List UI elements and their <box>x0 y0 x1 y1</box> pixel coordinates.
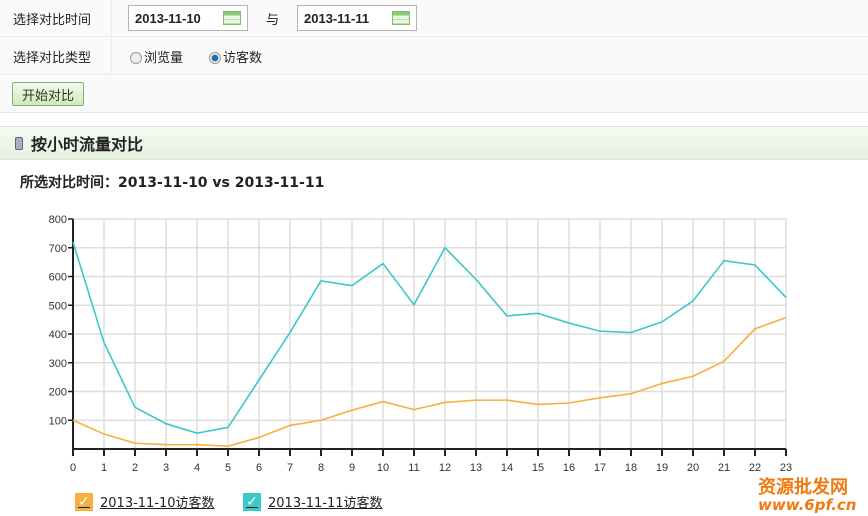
date-filter-row: 选择对比时间 2013-11-10 与 2013-11-11 <box>0 0 868 37</box>
radio-visitors[interactable]: 访客数 <box>209 47 262 66</box>
date2-input[interactable]: 2013-11-11 <box>297 5 418 31</box>
date1-input[interactable]: 2013-11-10 <box>128 5 248 31</box>
x-tick-label: 14 <box>501 462 513 474</box>
y-tick-label: 500 <box>49 300 67 312</box>
checkbox-icon[interactable]: ✓ <box>243 492 261 511</box>
section-header: 按小时流量对比 <box>0 126 868 160</box>
y-tick-label: 400 <box>49 329 67 341</box>
x-tick-label: 15 <box>532 462 544 474</box>
type-label: 选择对比类型 <box>0 38 112 74</box>
date2-value: 2013-11-11 <box>304 10 370 26</box>
watermark-line-2: www.6pf.cn <box>758 496 857 514</box>
series-line-0 <box>72 316 787 447</box>
section-title: 按小时流量对比 <box>31 135 144 154</box>
checkbox-icon[interactable]: ✓ <box>75 492 93 511</box>
x-tick-label: 17 <box>594 462 606 474</box>
x-tick-label: 18 <box>625 462 637 474</box>
x-tick-label: 13 <box>470 462 482 474</box>
legend-label: 2013-11-11访客数 <box>268 496 383 511</box>
legend-item-1110[interactable]: ✓ 2013-11-10访客数 <box>75 492 215 511</box>
x-tick-label: 23 <box>780 462 792 474</box>
calendar-icon[interactable] <box>223 11 241 25</box>
x-tick-label: 16 <box>563 462 575 474</box>
x-tick-label: 9 <box>349 462 355 474</box>
x-tick-label: 22 <box>749 462 761 474</box>
y-tick-label: 100 <box>49 415 67 427</box>
y-tick-label: 600 <box>49 272 67 284</box>
y-tick-label: 300 <box>49 358 67 370</box>
x-tick-label: 6 <box>256 462 262 474</box>
watermark-logo: 资源批发网 www.6pf.cn <box>758 478 856 514</box>
phone-icon <box>15 136 23 150</box>
x-tick-label: 7 <box>287 462 293 474</box>
x-tick-label: 2 <box>132 462 138 474</box>
x-tick-label: 1 <box>101 462 107 474</box>
x-tick-label: 3 <box>163 462 169 474</box>
watermark-line-1: 资源批发网 <box>758 477 848 498</box>
legend-label: 2013-11-10访客数 <box>100 496 215 511</box>
subtitle: 所选对比时间：2013-11-10 vs 2013-11-11 <box>20 175 325 191</box>
x-tick-label: 0 <box>70 462 76 474</box>
date1-value: 2013-11-10 <box>135 10 201 26</box>
radio-pageviews[interactable]: 浏览量 <box>130 47 183 66</box>
calendar-icon[interactable] <box>392 11 411 25</box>
x-tick-label: 11 <box>408 462 419 474</box>
y-tick-label: 800 <box>49 214 67 226</box>
x-tick-label: 10 <box>377 462 389 474</box>
y-tick-label: 200 <box>49 387 67 399</box>
x-tick-label: 8 <box>318 462 324 474</box>
radio-label: 浏览量 <box>144 50 184 66</box>
action-row: 开始对比 <box>0 76 868 113</box>
radio-label: 访客数 <box>223 50 263 66</box>
radio-icon[interactable] <box>130 52 142 64</box>
legend-item-1111[interactable]: ✓ 2013-11-11访客数 <box>243 492 383 511</box>
x-tick-label: 5 <box>225 462 231 474</box>
series-line-1 <box>72 241 787 435</box>
x-tick-label: 12 <box>439 462 451 474</box>
x-tick-label: 19 <box>656 462 668 474</box>
x-tick-label: 21 <box>718 462 730 474</box>
radio-icon[interactable] <box>209 52 222 64</box>
type-filter-row: 选择对比类型 浏览量 访客数 <box>0 38 868 75</box>
y-tick-label: 700 <box>49 243 67 255</box>
and-label: 与 <box>266 12 280 28</box>
time-label: 选择对比时间 <box>0 0 112 36</box>
x-tick-label: 20 <box>687 462 699 474</box>
start-compare-button[interactable]: 开始对比 <box>12 82 85 106</box>
x-tick-label: 4 <box>194 462 200 474</box>
